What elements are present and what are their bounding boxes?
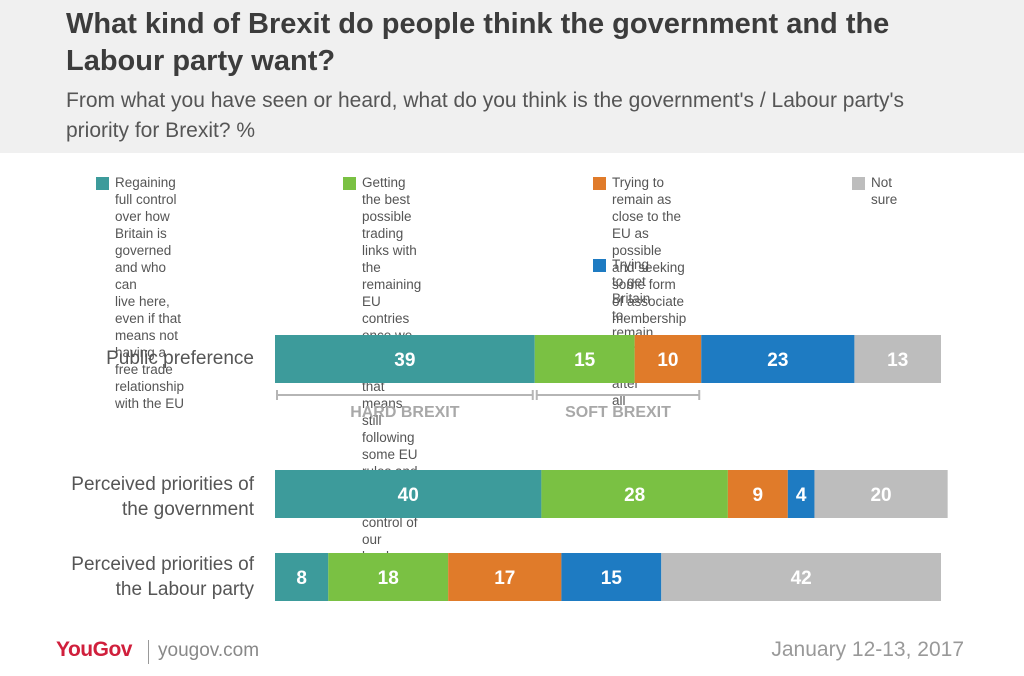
bar-segment [275,335,535,383]
bar-segment [727,470,788,518]
row-label-labour: Perceived priorities of the Labour party [71,554,254,600]
bar-value-label: 13 [887,350,908,371]
legend-swatch [343,177,356,190]
bar-segment [561,553,662,601]
bar-segment [661,553,941,601]
legend-label: Not sure [871,175,898,207]
legend-swatch [593,177,606,190]
bar-segment [275,553,329,601]
bar-value-label: 17 [494,568,515,589]
bracket-label: HARD BREXIT [350,404,460,421]
bar-segment [448,553,562,601]
footer-url[interactable]: yougov.com [158,640,260,661]
bar-segment [854,335,941,383]
bar-segment [701,335,855,383]
yougov-logo: YouGov [56,638,132,661]
legend-swatch [852,177,865,190]
bar-segment [814,470,948,518]
bar-value-label: 9 [753,485,764,506]
bar-segment [534,335,635,383]
bar-value-label: 18 [378,568,399,589]
bar-value-label: 42 [791,568,812,589]
bar-value-label: 15 [601,568,623,589]
chart-subtitle: From what you have seen or heard, what d… [66,89,904,142]
bar-segment [328,553,449,601]
bar-value-label: 10 [657,350,678,371]
bar-value-label: 23 [767,350,788,371]
legend-label: Regaining full control over how Britain … [115,175,185,411]
bar-segment [634,335,702,383]
bar-value-label: 20 [870,485,891,506]
bracket-label: SOFT BREXIT [565,404,671,421]
bar-value-label: 15 [574,350,596,371]
row-label-public-preference: Public preference [106,348,254,369]
bar-segment [275,470,542,518]
bar-value-label: 8 [296,568,307,589]
bar-value-label: 28 [624,485,645,506]
chart-title: What kind of Brexit do people think the … [66,8,890,77]
bracket: HARD BREXIT [276,390,534,421]
bar-value-label: 39 [394,350,415,371]
bar-value-label: 4 [796,485,807,506]
legend-label: Trying to remain as close to the EU as p… [612,175,687,326]
bar-segment [787,470,815,518]
footer-date: January 12-13, 2017 [771,638,964,661]
legend-swatch [593,259,606,272]
bar-value-label: 40 [398,485,419,506]
footer-divider [148,640,149,664]
header-band: What kind of Brexit do people think the … [0,0,1024,153]
bracket: SOFT BREXIT [535,390,701,421]
bar-segment [541,470,728,518]
legend-swatch [96,177,109,190]
row-label-government: Perceived priorities of the government [71,474,254,520]
